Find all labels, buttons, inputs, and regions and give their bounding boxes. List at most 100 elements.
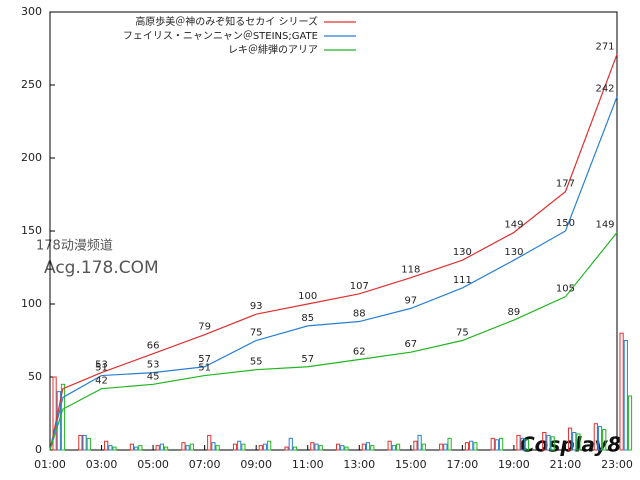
bar bbox=[340, 445, 345, 451]
bar bbox=[469, 440, 474, 451]
bar bbox=[623, 340, 628, 451]
data-label: 51 bbox=[198, 363, 211, 374]
y-tick-label: 300 bbox=[21, 5, 42, 18]
data-label: 51 bbox=[95, 363, 108, 374]
bar bbox=[417, 434, 422, 451]
bar bbox=[185, 445, 190, 451]
x-tick-label: 23:00 bbox=[601, 458, 633, 471]
data-label: 53 bbox=[147, 360, 160, 371]
bar bbox=[413, 440, 418, 451]
y-tick-label: 0 bbox=[35, 443, 42, 456]
bar bbox=[602, 429, 607, 451]
x-tick-label: 03:00 bbox=[86, 458, 118, 471]
plot-frame bbox=[49, 11, 618, 451]
bar bbox=[365, 442, 371, 451]
x-tick-label: 07:00 bbox=[189, 458, 221, 471]
data-label: 118 bbox=[401, 265, 420, 276]
data-label: 130 bbox=[453, 247, 472, 258]
x-tick-label: 05:00 bbox=[137, 458, 169, 471]
data-label: 53 bbox=[95, 360, 108, 371]
bar bbox=[524, 439, 530, 451]
data-label: 45 bbox=[147, 371, 160, 382]
bar bbox=[241, 443, 246, 451]
bar bbox=[189, 443, 194, 451]
data-label: 150 bbox=[556, 218, 575, 229]
bar bbox=[60, 383, 66, 451]
bar bbox=[108, 445, 113, 451]
bar bbox=[619, 332, 624, 451]
bar bbox=[288, 437, 293, 451]
bar bbox=[129, 443, 135, 451]
bar bbox=[395, 443, 401, 451]
bar bbox=[344, 446, 349, 451]
bar bbox=[267, 440, 272, 451]
bar bbox=[86, 437, 91, 451]
bar bbox=[318, 445, 323, 451]
bar bbox=[138, 445, 143, 451]
bar bbox=[134, 446, 139, 451]
y-tick-label: 100 bbox=[21, 297, 42, 310]
data-label: 111 bbox=[453, 275, 472, 286]
bar bbox=[447, 437, 452, 451]
data-label: 55 bbox=[250, 357, 263, 368]
line bbox=[49, 54, 618, 451]
bar bbox=[78, 434, 83, 451]
watermark: Cosplay8 bbox=[520, 433, 621, 457]
data-label: 88 bbox=[353, 309, 366, 320]
data-label: 97 bbox=[404, 295, 417, 306]
data-label: 75 bbox=[250, 328, 263, 339]
bar bbox=[155, 445, 160, 451]
x-tick-label: 19:00 bbox=[498, 458, 530, 471]
bar bbox=[159, 443, 164, 451]
x-tick-label: 13:00 bbox=[343, 458, 375, 471]
bar bbox=[262, 443, 268, 451]
y-tick-label: 150 bbox=[21, 224, 42, 237]
x-tick-label: 21:00 bbox=[550, 458, 582, 471]
bar bbox=[490, 437, 495, 451]
bar bbox=[627, 395, 633, 451]
bar bbox=[336, 443, 341, 451]
y-tick-label: 250 bbox=[21, 78, 42, 91]
data-label: 107 bbox=[350, 281, 369, 292]
data-label: 130 bbox=[504, 247, 523, 258]
bar bbox=[593, 423, 598, 451]
data-label: 100 bbox=[298, 291, 317, 302]
legend-label: レキ＠緋弾のアリア bbox=[228, 43, 318, 56]
bar bbox=[181, 442, 186, 451]
data-label: 42 bbox=[95, 376, 108, 387]
bar bbox=[546, 434, 551, 451]
bar bbox=[516, 434, 521, 451]
bar bbox=[211, 442, 216, 451]
bar bbox=[361, 443, 366, 451]
data-label: 149 bbox=[504, 219, 523, 230]
x-tick-label: 17:00 bbox=[447, 458, 479, 471]
bar bbox=[215, 445, 220, 451]
bar bbox=[494, 439, 500, 451]
data-label: 85 bbox=[301, 313, 314, 324]
bar bbox=[314, 443, 319, 451]
bar bbox=[292, 446, 298, 451]
data-label: 57 bbox=[301, 354, 314, 365]
data-label: 271 bbox=[595, 41, 614, 52]
x-tick-label: 15:00 bbox=[395, 458, 427, 471]
bar bbox=[207, 434, 212, 451]
bar bbox=[237, 440, 242, 451]
watermark: Acg.178.COM bbox=[44, 258, 159, 278]
bar bbox=[258, 445, 263, 451]
legend-label: 高原歩美＠神のみぞ知るセカイ シリーズ bbox=[135, 15, 318, 28]
data-label: 75 bbox=[456, 328, 469, 339]
bar bbox=[520, 437, 525, 451]
bar bbox=[232, 443, 238, 451]
bar bbox=[310, 442, 315, 451]
data-label: 177 bbox=[556, 179, 575, 190]
bar bbox=[52, 376, 57, 451]
data-label: 242 bbox=[595, 84, 614, 95]
data-label: 62 bbox=[353, 346, 366, 357]
data-label: 89 bbox=[508, 307, 521, 318]
bar bbox=[284, 446, 289, 451]
bar bbox=[82, 434, 87, 451]
bar bbox=[370, 445, 375, 451]
bar bbox=[567, 427, 573, 451]
line bbox=[49, 232, 618, 451]
